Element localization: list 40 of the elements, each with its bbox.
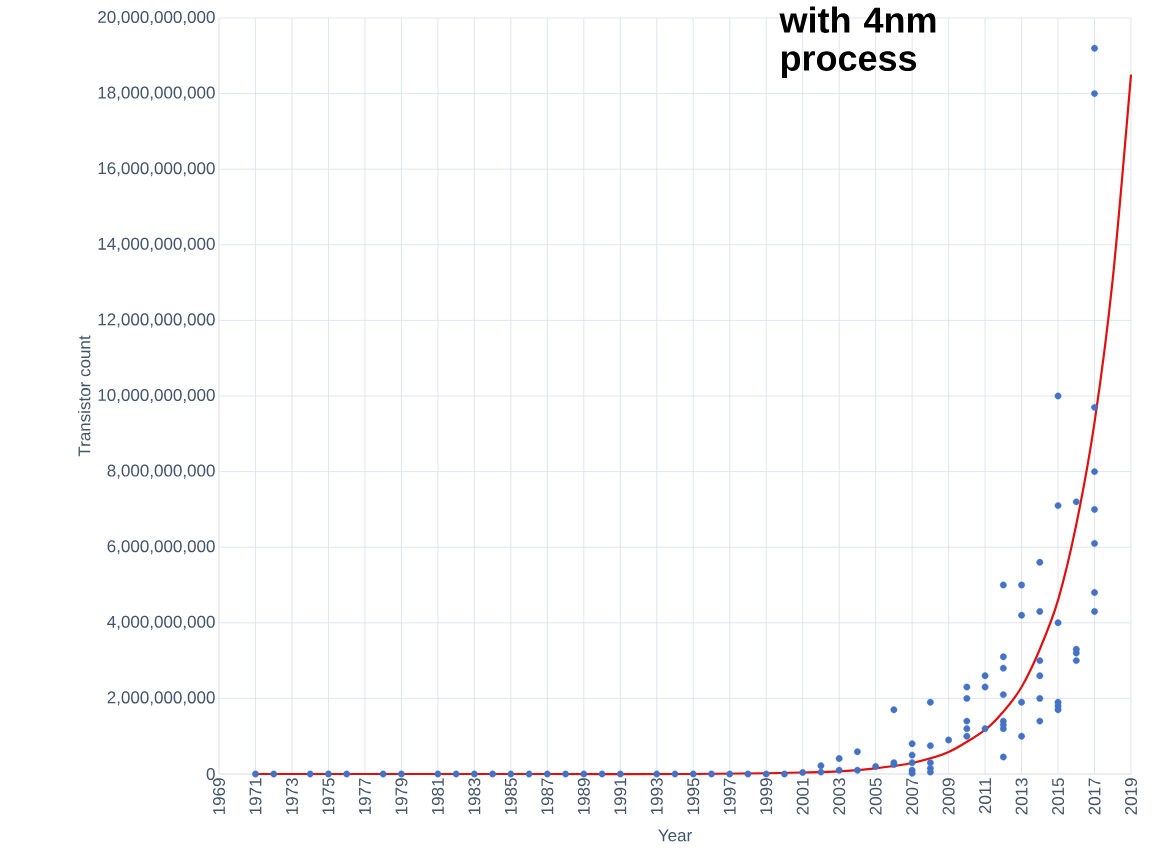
x-tick-label: 2005 xyxy=(869,778,882,815)
x-tick-label: 1979 xyxy=(395,778,408,815)
y-tick-label: 16,000,000,000 xyxy=(98,162,215,177)
x-tick-label: 2001 xyxy=(796,778,809,815)
x-tick-label: 2015 xyxy=(1052,778,1065,815)
x-tick-label: 2011 xyxy=(979,778,992,814)
x-tick-label: 1985 xyxy=(504,778,517,815)
y-tick-label: 2,000,000,000 xyxy=(107,691,215,706)
y-tick-label: 0 xyxy=(206,767,215,781)
y-axis-title: Transistor count xyxy=(77,335,91,457)
x-tick-label: 1971 xyxy=(249,778,262,815)
annotation: with 4nm process xyxy=(779,6,936,79)
x-tick-label: 1991 xyxy=(614,778,627,815)
x-tick-label: 1995 xyxy=(687,778,700,815)
y-tick-label: 14,000,000,000 xyxy=(98,237,215,252)
x-tick-label: 2003 xyxy=(833,778,846,815)
x-axis-title: Year xyxy=(658,829,692,842)
x-tick-label: 2019 xyxy=(1124,778,1138,815)
y-tick-label: 18,000,000,000 xyxy=(98,86,215,101)
x-tick-label: 1987 xyxy=(541,778,554,815)
x-tick-label: 2009 xyxy=(942,778,955,815)
x-tick-label: 1973 xyxy=(285,778,298,815)
y-tick-label: 20,000,000,000 xyxy=(98,10,215,26)
x-tick-label: 1989 xyxy=(577,778,590,815)
y-tick-label: 12,000,000,000 xyxy=(98,313,215,328)
x-tick-label: 1997 xyxy=(723,778,736,815)
y-tick-label: 4,000,000,000 xyxy=(107,615,215,630)
y-tick-label: 6,000,000,000 xyxy=(107,540,215,555)
x-tick-label: 1977 xyxy=(358,778,371,815)
x-tick-label: 2013 xyxy=(1015,778,1028,815)
x-tick-label: 1975 xyxy=(322,778,335,815)
x-tick-label: 2017 xyxy=(1088,778,1101,815)
x-tick-label: 1983 xyxy=(468,778,481,815)
x-tick-label: 2007 xyxy=(906,778,919,815)
x-tick-label: 1999 xyxy=(760,778,773,815)
x-tick-label: 1993 xyxy=(650,778,663,815)
y-tick-label: 10,000,000,000 xyxy=(98,388,215,404)
y-tick-label: 8,000,000,000 xyxy=(107,464,215,479)
x-tick-label: 1981 xyxy=(431,778,444,815)
x-tick-label: 1969 xyxy=(212,778,226,815)
